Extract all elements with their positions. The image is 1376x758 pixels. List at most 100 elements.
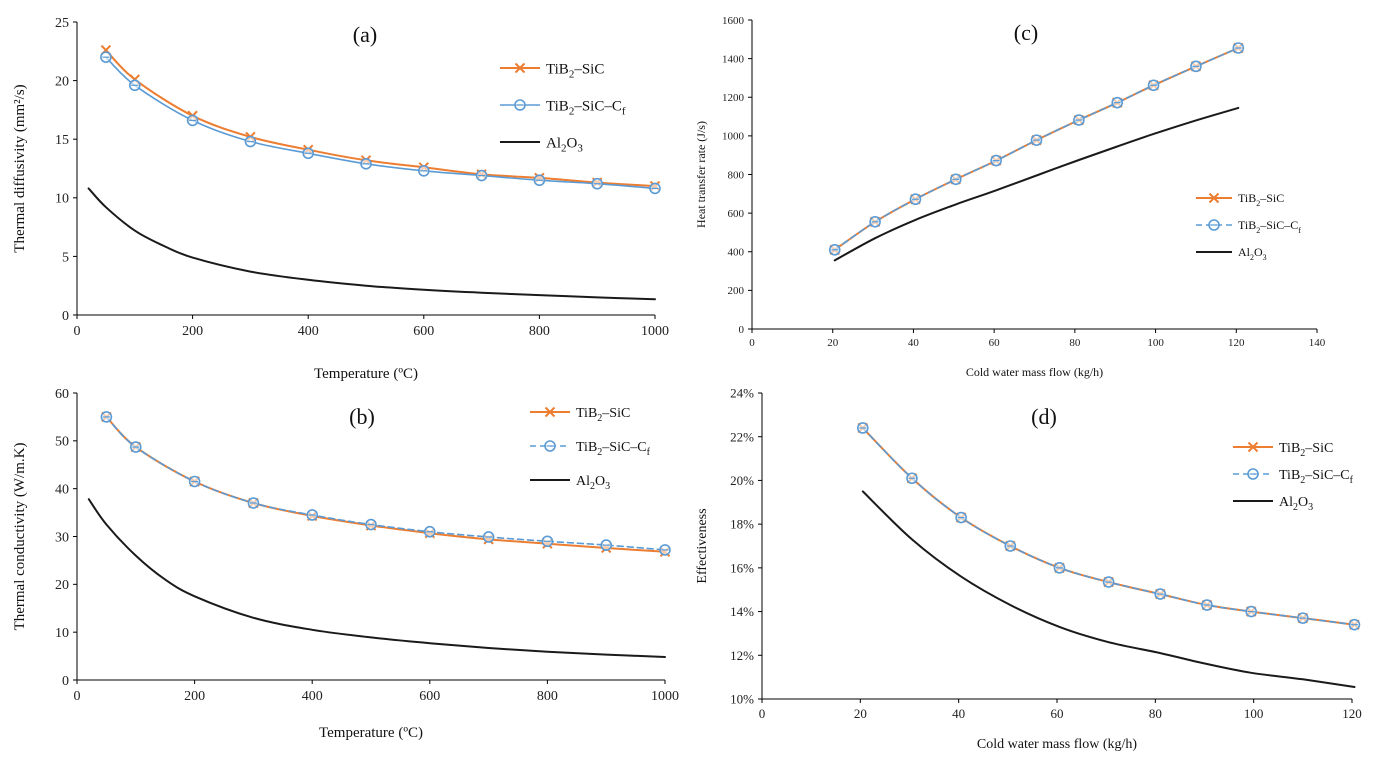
legend-label: Al2O3: [1238, 245, 1267, 262]
x-tick-label: 800: [537, 689, 558, 704]
legend-item: Al2O3: [530, 474, 610, 492]
x-axis-title: Temperature (ºC): [314, 366, 418, 382]
y-tick-label: 20: [55, 578, 69, 593]
y-tick-label: 20: [55, 75, 69, 90]
data-point: [1190, 60, 1202, 73]
chart-d-svg: 0 20 40 60 80 100 120 10% 12% 14% 16% 18% 20% 22% 24% C…: [695, 386, 1362, 752]
y-tick-label: 50: [55, 435, 69, 450]
legend-marker: [544, 440, 556, 452]
legend-label: TiB2–SiC–Cf: [546, 98, 626, 117]
chart-panel-b: 0 200 400 600 800 1000 0 10 20 30 40 50 60 Temperatur…: [0, 379, 688, 758]
y-tick-label: 0: [739, 324, 745, 336]
panel-letter: (d): [1031, 404, 1057, 429]
y-tick-label: 200: [728, 285, 745, 297]
data-point: [1102, 576, 1115, 588]
legend-item: TiB2–SiC: [1196, 191, 1284, 208]
data-point: [909, 193, 922, 206]
series-tib2-sic: [829, 42, 1244, 256]
data-point: [990, 154, 1002, 167]
x-tick-label: 60: [1051, 706, 1064, 721]
legend-item: Al2O3: [1196, 245, 1267, 262]
data-point: [1348, 618, 1361, 631]
chart-c-svg: 0 20 40 60 80 100 120 1400200400600800100012001…: [694, 15, 1326, 379]
legend: TiB2–SiC TiB2–SiC–Cf Al2O3: [500, 61, 626, 154]
y-tick-label: 0: [62, 309, 69, 324]
data-point: [100, 411, 113, 423]
x-tick-label: 400: [298, 324, 319, 339]
legend-label: TiB2–SiC–Cf: [1279, 468, 1354, 486]
legend-label: Al2O3: [1279, 495, 1313, 513]
legend-item: TiB2–SiC–Cf: [530, 440, 651, 458]
x-tick-label: 40: [952, 706, 965, 721]
chart-panel-a: 0 200 400 600 800 1000 0 5 10 15 20 25 Temperature (…: [0, 0, 688, 384]
data-point: [417, 165, 430, 177]
x-axis-title: Temperature (ºC): [319, 725, 423, 741]
y-tick-label: 22%: [730, 429, 754, 444]
legend-item: TiB2–SiC–Cf: [1196, 218, 1301, 235]
legend-label: Al2O3: [546, 135, 583, 154]
data-point: [828, 244, 841, 256]
y-axis-title: Heat transfer rate (J/s): [694, 121, 708, 228]
y-tick-label: 18%: [730, 517, 754, 532]
x-tick-label: 600: [413, 324, 434, 339]
panel-letter: (b): [349, 404, 375, 429]
series-line: [862, 427, 1356, 626]
x-tick-label: 600: [419, 689, 440, 704]
y-tick-label: 10: [55, 192, 69, 207]
x-tick-label: 20: [827, 337, 839, 349]
x-tick-label: 200: [182, 324, 203, 339]
legend: TiB2–SiC TiB2–SiC–Cf Al2O3: [530, 406, 651, 492]
series-line: [833, 47, 1240, 251]
data-point: [1232, 42, 1245, 54]
data-point: [247, 497, 260, 509]
data-point: [1053, 562, 1066, 574]
data-point: [649, 182, 661, 195]
data-point: [100, 51, 112, 63]
series-line: [87, 187, 656, 301]
y-tick-label: 10: [55, 626, 69, 641]
data-point: [186, 114, 199, 127]
data-point: [1147, 79, 1160, 92]
y-tick-label: 40: [55, 483, 69, 498]
y-axis-title: Thermal conductivity (W/m.K): [12, 443, 28, 631]
data-point: [1201, 599, 1213, 611]
data-point: [482, 531, 495, 543]
data-point: [306, 509, 319, 521]
x-tick-label: 140: [1309, 337, 1326, 349]
y-tick-label: 1200: [722, 92, 745, 104]
chart-a-svg: 0 200 400 600 800 1000 0 5 10 15 20 25 Temperature (…: [12, 16, 669, 382]
x-tick-label: 200: [184, 689, 205, 704]
y-tick-label: 1400: [722, 53, 745, 65]
x-axis-title: Cold water mass flow (kg/h): [966, 365, 1103, 379]
y-tick-label: 25: [55, 16, 69, 31]
x-tick-label: 20: [854, 706, 867, 721]
y-tick-label: 30: [55, 530, 69, 545]
y-tick-label: 600: [728, 208, 745, 220]
y-axis-title: Thermal diffusivity (mm²/s): [12, 84, 28, 252]
legend-item: TiB2–SiC: [500, 61, 604, 80]
y-tick-label: 15: [55, 133, 69, 148]
data-point: [423, 525, 436, 538]
legend-marker: [544, 406, 556, 418]
data-point: [1004, 540, 1017, 552]
x-tick-label: 1000: [651, 689, 679, 704]
y-tick-label: 12%: [730, 648, 754, 663]
series-line: [861, 427, 1356, 626]
y-tick-label: 1600: [722, 15, 745, 27]
legend-item: TiB2–SiC–Cf: [1233, 468, 1354, 486]
x-tick-label: 0: [74, 324, 81, 339]
x-tick-label: 100: [1244, 706, 1264, 721]
legend: TiB2–SiC TiB2–SiC–Cf Al2O3: [1196, 191, 1301, 262]
series-tib2-sic-cf: [828, 42, 1245, 256]
legend-label: TiB2–SiC: [546, 61, 604, 80]
y-tick-label: 16%: [730, 560, 754, 575]
legend-label: TiB2–SiC: [1279, 441, 1333, 459]
data-point: [1297, 612, 1309, 624]
chart-panel-c: 0 20 40 60 80 100 120 140 0 200 400 600 800 1000 1200 1…: [688, 0, 1376, 384]
x-tick-label: 120: [1228, 337, 1245, 349]
y-axis-title: Effectiveness: [695, 508, 710, 583]
data-point: [869, 216, 881, 228]
data-point: [1245, 605, 1258, 618]
x-tick-label: 400: [302, 689, 323, 704]
data-point: [600, 539, 613, 551]
